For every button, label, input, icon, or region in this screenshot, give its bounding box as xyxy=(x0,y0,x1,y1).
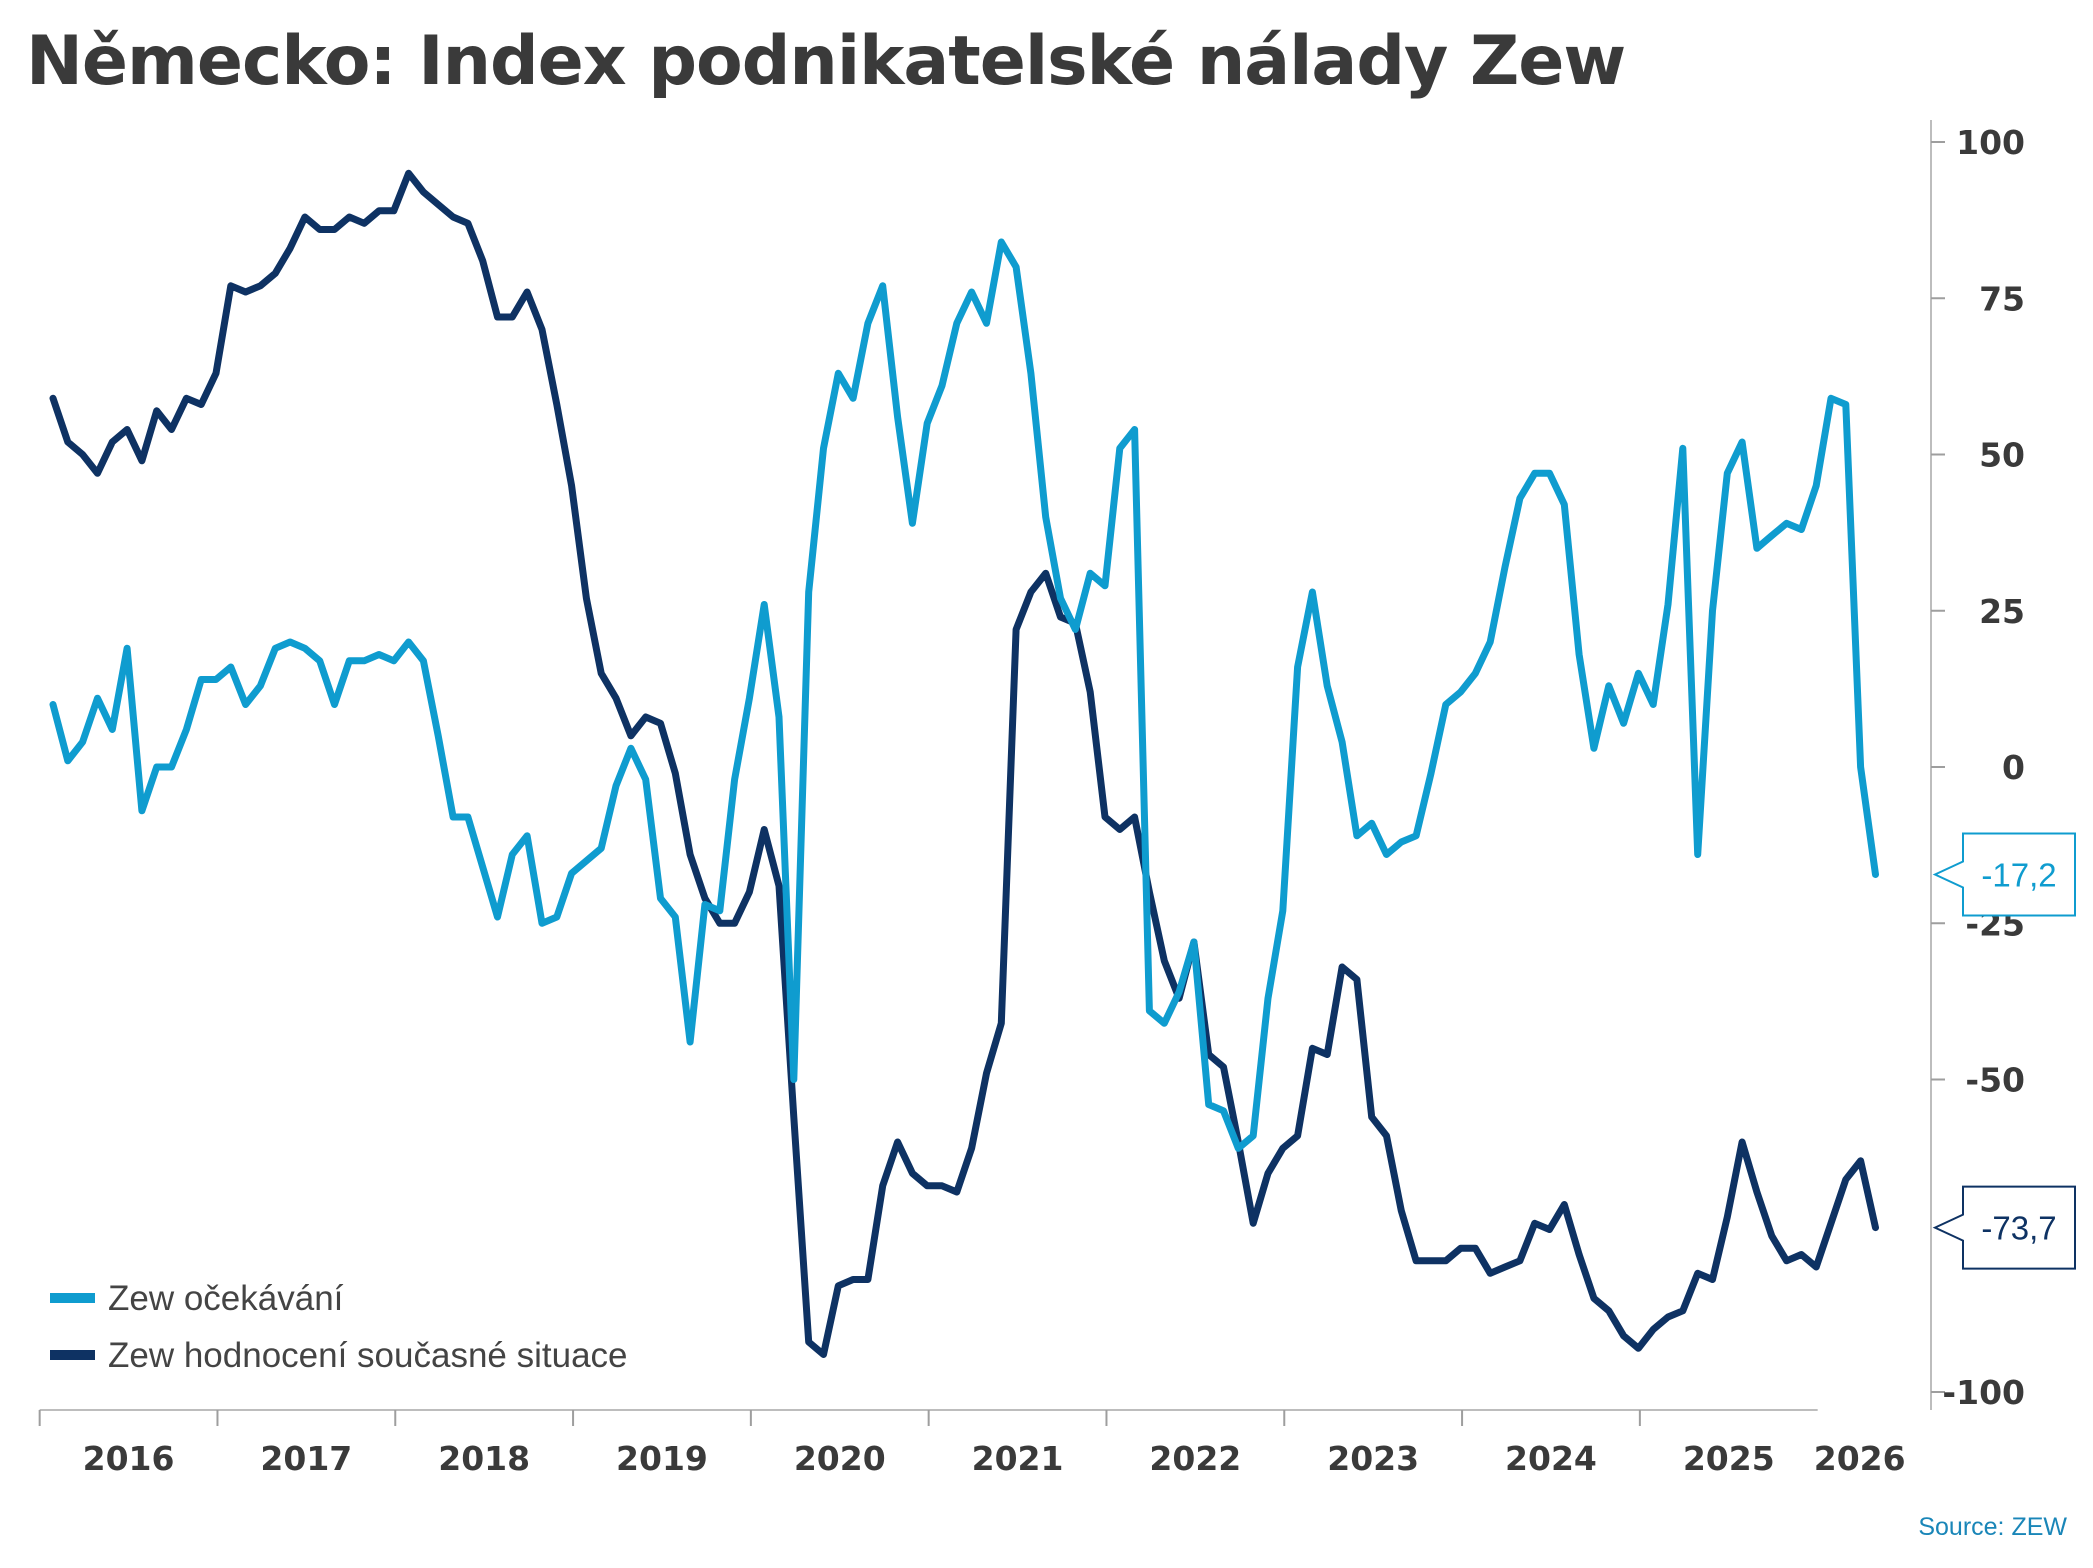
x-tick-label: 2017 xyxy=(260,1439,352,1478)
last-value-label-0: -17,2 xyxy=(1981,857,2056,894)
y-tick-label: -50 xyxy=(1965,1061,2025,1100)
last-value-label-1: -73,7 xyxy=(1981,1210,2056,1247)
x-tick-label: 2023 xyxy=(1327,1439,1419,1478)
x-tick-label: 2024 xyxy=(1505,1439,1597,1478)
chart-title: Německo: Index podnikatelské nálady Zew xyxy=(26,22,1626,101)
y-tick-label: -100 xyxy=(1942,1373,2025,1412)
x-tick-label: 2016 xyxy=(83,1439,175,1478)
x-tick-label: 2022 xyxy=(1149,1439,1241,1478)
y-tick-label: 50 xyxy=(1979,436,2025,475)
y-tick-label: 75 xyxy=(1979,279,2025,318)
x-tick-label: 2026 xyxy=(1814,1439,1906,1478)
last-value-callout-1 xyxy=(1932,1185,2076,1270)
last-value-callout-0 xyxy=(1932,832,2076,917)
legend: Zew očekávání Zew hodnocení současné situ… xyxy=(50,1279,628,1375)
y-tick-label: 25 xyxy=(1979,592,2025,631)
x-tick-label: 2020 xyxy=(794,1439,886,1478)
x-axis: 2016 2017 2018 2019 2020 2021 2022 2023 2024 2025… xyxy=(38,1409,1906,1478)
x-tick-label: 2018 xyxy=(438,1439,530,1478)
y-tick-label: 0 xyxy=(2002,748,2025,787)
callouts: -17,2 -73,7 xyxy=(1932,832,2076,1270)
series-layer xyxy=(49,169,1879,1358)
legend-entry-1: Zew hodnocení současné situace xyxy=(108,1336,628,1375)
series-line-1 xyxy=(49,169,1879,1358)
series-line-0 xyxy=(49,238,1879,1152)
x-tick-label: 2019 xyxy=(616,1439,708,1478)
y-tick-label: 100 xyxy=(1956,123,2025,162)
source-note: Source: ZEW xyxy=(1918,1513,2067,1541)
x-tick-label: 2021 xyxy=(972,1439,1064,1478)
x-tick-label: 2025 xyxy=(1683,1439,1775,1478)
legend-entry-0: Zew očekávání xyxy=(108,1279,344,1318)
